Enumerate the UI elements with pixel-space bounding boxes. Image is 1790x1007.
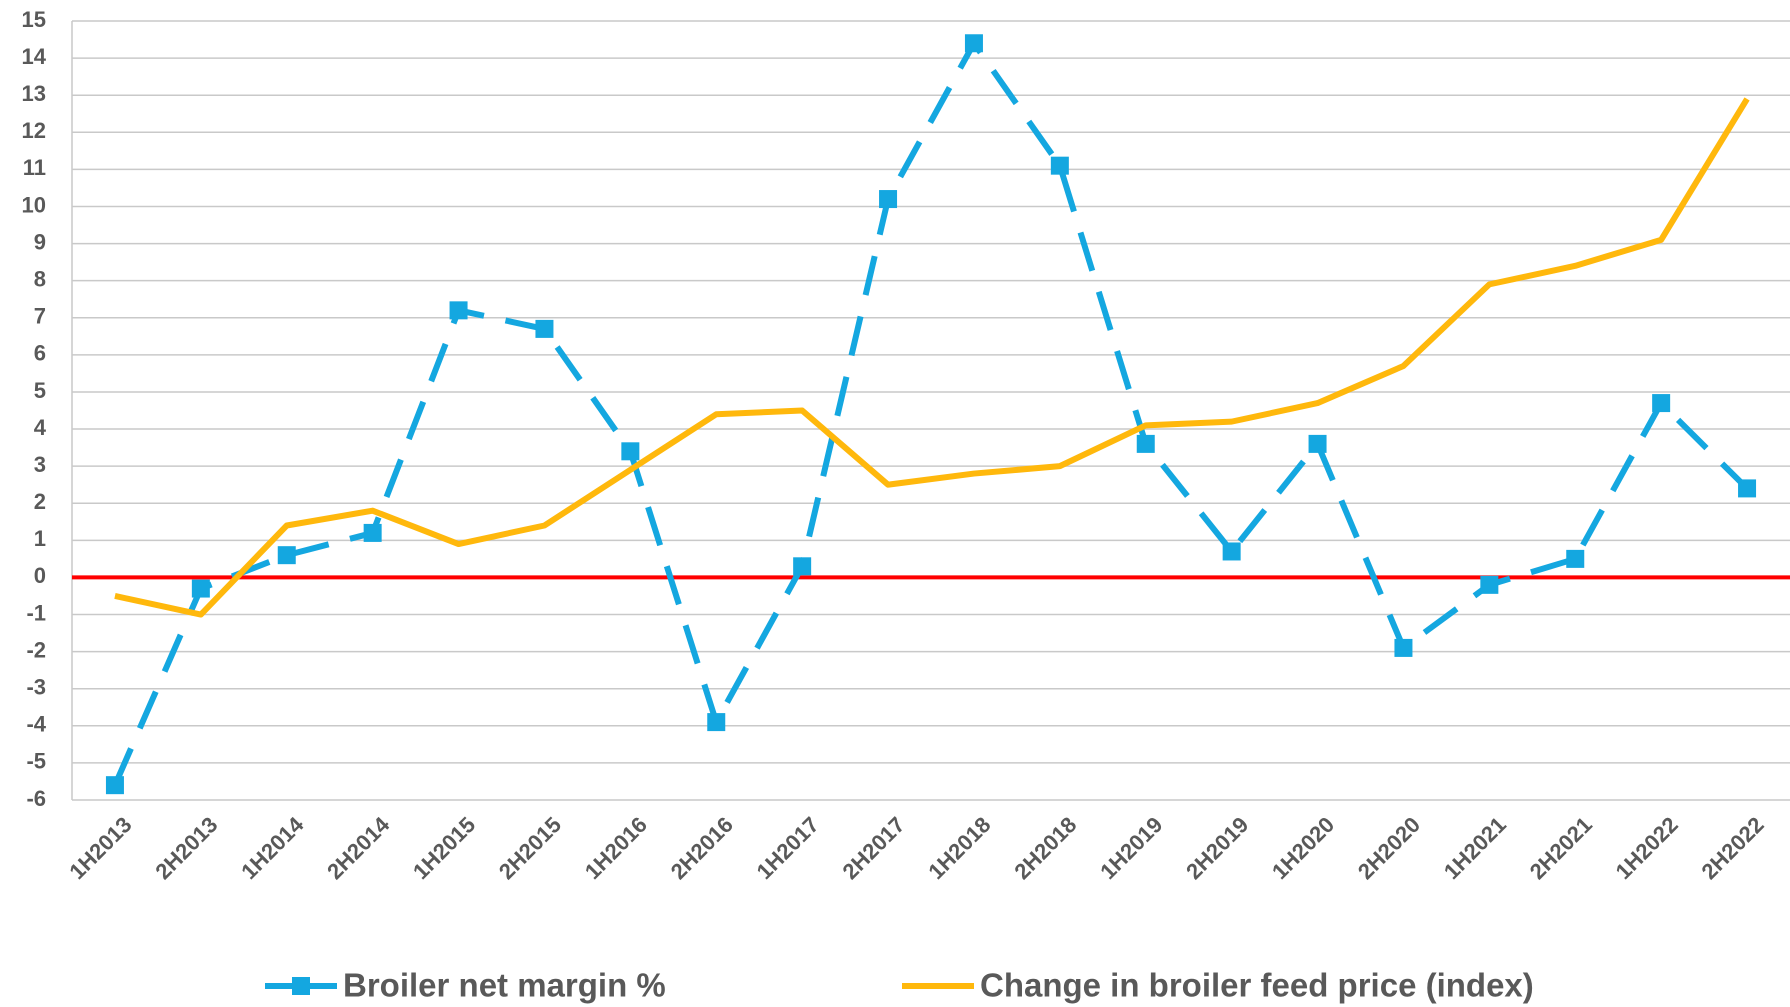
y-tick-label: 3 [34, 452, 46, 477]
y-tick-label: 12 [22, 118, 46, 143]
data-marker [1308, 434, 1327, 453]
x-tick-label: 1H2013 [64, 812, 136, 884]
y-tick-label: 9 [34, 229, 46, 254]
data-marker [1136, 434, 1155, 453]
legend-swatch [292, 977, 310, 995]
data-marker [277, 546, 296, 565]
y-tick-label: 13 [22, 81, 46, 106]
data-marker [707, 713, 726, 732]
y-tick-label: 1 [34, 526, 46, 551]
x-tick-label: 2H2014 [322, 811, 395, 884]
x-tick-label: 2H2016 [666, 812, 738, 884]
x-tick-label: 2H2015 [494, 812, 566, 884]
legend-label: Broiler net margin % [343, 967, 666, 1004]
y-tick-label: -5 [26, 749, 46, 774]
y-tick-label: -2 [26, 637, 46, 662]
data-marker [621, 442, 640, 461]
data-marker [449, 301, 468, 320]
x-tick-label: 2H2021 [1525, 812, 1597, 884]
data-marker [1566, 549, 1585, 568]
x-tick-label: 2H2019 [1181, 812, 1253, 884]
x-tick-label: 1H2019 [1095, 812, 1167, 884]
y-tick-label: -4 [26, 712, 46, 737]
data-marker [1050, 156, 1069, 175]
y-tick-label: 10 [22, 192, 46, 217]
y-tick-label: 2 [34, 489, 46, 514]
data-marker [105, 776, 124, 795]
y-tick-label: 6 [34, 341, 46, 366]
x-tick-label: 2H2020 [1353, 812, 1425, 884]
x-tick-label: 1H2022 [1611, 812, 1683, 884]
series-line [114, 97, 1750, 618]
y-tick-label: 11 [23, 155, 46, 180]
x-tick-label: 2H2013 [150, 812, 222, 884]
x-tick-label: 1H2015 [408, 812, 480, 884]
y-tick-label: 15 [22, 7, 46, 32]
data-marker [793, 557, 812, 576]
data-marker [964, 34, 983, 53]
y-tick-label: 7 [34, 304, 46, 329]
data-marker [1738, 479, 1757, 498]
data-marker [535, 319, 554, 338]
y-tick-label: -1 [26, 600, 46, 625]
data-marker [363, 523, 382, 542]
x-tick-label: 1H2014 [236, 811, 309, 884]
legend-label: Change in broiler feed price (index) [980, 967, 1534, 1004]
data-marker [191, 579, 210, 598]
x-tick-label: 1H2020 [1267, 812, 1339, 884]
data-marker [1222, 542, 1241, 561]
y-tick-label: 0 [34, 563, 46, 588]
y-tick-label: 5 [34, 378, 46, 403]
y-tick-label: 8 [34, 266, 46, 291]
x-tick-label: 2H2018 [1009, 812, 1081, 884]
data-marker [1480, 575, 1499, 594]
data-marker [1394, 638, 1413, 657]
y-tick-label: -3 [26, 675, 46, 700]
y-tick-label: 4 [34, 415, 47, 440]
y-tick-label: -6 [26, 786, 46, 811]
x-tick-label: 1H2021 [1439, 812, 1511, 884]
series-line [112, 40, 1750, 787]
x-tick-label: 2H2017 [838, 812, 910, 884]
y-tick-label: 14 [22, 44, 47, 69]
x-tick-label: 2H2022 [1697, 812, 1769, 884]
x-tick-label: 1H2017 [752, 812, 824, 884]
x-tick-label: 1H2018 [923, 812, 995, 884]
data-marker [1652, 394, 1671, 413]
x-tick-label: 1H2016 [580, 812, 652, 884]
data-marker [879, 190, 898, 209]
